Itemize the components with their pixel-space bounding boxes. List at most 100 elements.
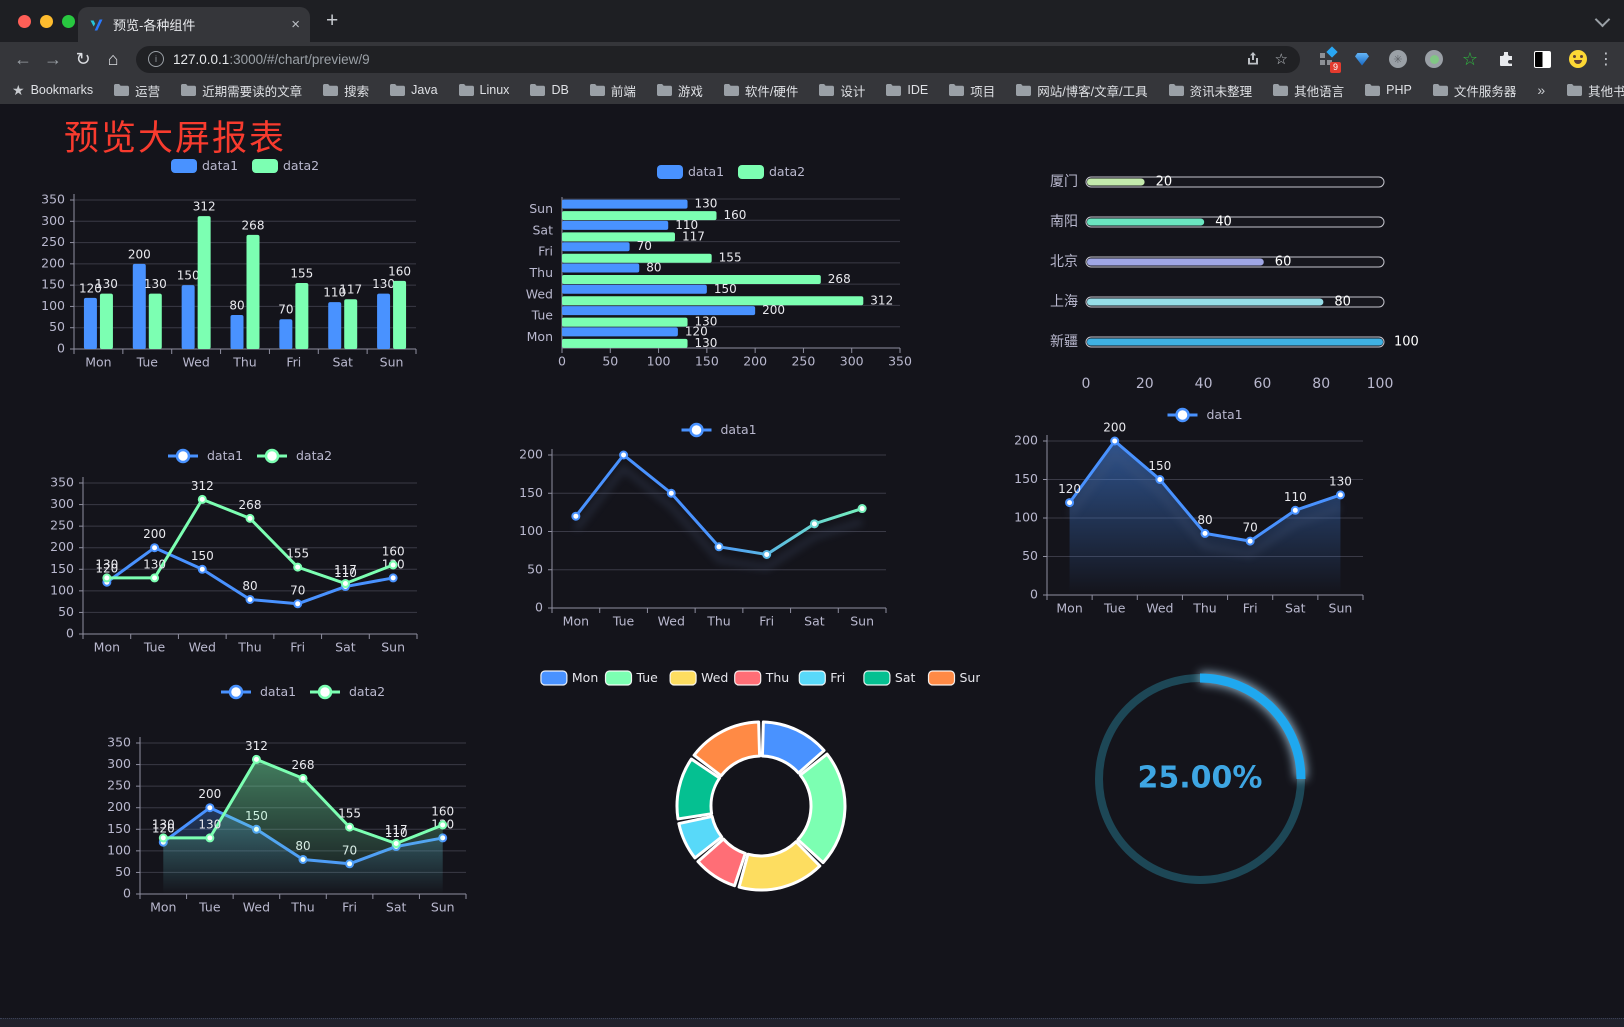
svg-text:70: 70 <box>637 239 652 253</box>
extension-settings-icon[interactable]: ✳ <box>1387 48 1409 70</box>
bookmark-star-icon[interactable]: ☆ <box>1274 51 1288 68</box>
new-tab-button[interactable]: + <box>326 9 339 32</box>
bookmark-folder-item[interactable]: Java <box>390 83 438 97</box>
svg-text:Fri: Fri <box>290 640 305 655</box>
home-button[interactable]: ⌂ <box>107 48 119 69</box>
bookmarks-root[interactable]: ★ Bookmarks <box>12 81 94 98</box>
bookmark-folder-item[interactable]: 软件/硬件 <box>723 81 798 100</box>
svg-text:data2: data2 <box>769 164 805 179</box>
chart-two-series-line[interactable]: data1 data2 0 50 100 150 200 250 300 350 Mon Tue Wed… <box>25 440 445 687</box>
bookmark-folder-item[interactable]: 游戏 <box>656 81 703 100</box>
svg-text:Tue: Tue <box>143 640 166 655</box>
bookmarks-overflow-chevron[interactable]: » <box>1537 82 1546 98</box>
browser-menu-icon[interactable]: ⋮ <box>1598 51 1614 68</box>
svg-text:155: 155 <box>719 251 742 265</box>
bookmark-folder-item[interactable]: 设计 <box>819 81 865 100</box>
svg-text:0: 0 <box>66 626 74 641</box>
svg-text:100: 100 <box>50 582 74 597</box>
bookmark-folder-item[interactable]: Linux <box>458 83 509 97</box>
svg-text:155: 155 <box>286 547 309 561</box>
extension-gem-icon[interactable] <box>1351 48 1373 70</box>
svg-text:350: 350 <box>41 192 65 207</box>
svg-text:Tue: Tue <box>636 670 659 685</box>
bookmarks-star-icon: ★ <box>12 81 25 98</box>
bookmark-folder-item[interactable]: 网站/博客/文章/工具 <box>1016 81 1148 100</box>
address-bar[interactable]: i 127.0.0.1:3000/#/chart/preview/9 ☆ <box>136 45 1300 73</box>
svg-text:60: 60 <box>1253 376 1271 392</box>
svg-text:110: 110 <box>675 218 698 232</box>
extension-emoji-icon[interactable] <box>1567 48 1589 70</box>
svg-text:data1: data1 <box>688 164 724 179</box>
extension-badge: 9 <box>1329 62 1341 73</box>
bookmark-folder-item[interactable]: 近期需要读的文章 <box>181 81 302 100</box>
svg-text:80: 80 <box>229 298 244 312</box>
other-bookmarks-folder[interactable]: 其他书签 <box>1567 81 1624 100</box>
bookmark-folder-item[interactable]: 搜索 <box>323 81 369 100</box>
chart-grouped-bar[interactable]: data1 data2 0 50 100 150 200 250 300 350 Mon Tue Wed… <box>40 150 472 393</box>
svg-text:50: 50 <box>1022 548 1038 563</box>
bookmark-folder-item[interactable]: 其他语言 <box>1273 81 1344 100</box>
chart-area-line[interactable]: data1 0 50 100 150 200 Mon Tue Wed Thu Fri Sat Sun 12… <box>980 401 1410 628</box>
back-button[interactable]: ← <box>14 48 32 69</box>
svg-text:300: 300 <box>107 756 131 771</box>
bookmark-folder-item[interactable]: 运营 <box>114 81 160 100</box>
svg-text:Fri: Fri <box>538 244 553 259</box>
svg-text:Wed: Wed <box>1146 601 1173 616</box>
svg-text:120: 120 <box>95 562 118 576</box>
browser-tab[interactable]: 预览-各种组件 × <box>78 7 310 42</box>
svg-text:Thu: Thu <box>529 265 553 280</box>
svg-text:Fri: Fri <box>286 355 301 370</box>
macos-window-controls[interactable] <box>18 15 75 28</box>
bookmark-folder-item[interactable]: 前端 <box>589 81 636 100</box>
close-window-icon[interactable] <box>18 15 31 28</box>
extension-tampermonkey-icon[interactable]: 9 <box>1315 46 1341 73</box>
reload-button[interactable]: ↻ <box>75 48 91 69</box>
tab-close-icon[interactable]: × <box>291 16 300 33</box>
bookmark-folder-item[interactable]: 项目 <box>949 81 995 100</box>
extension-green-star-icon[interactable]: ☆ <box>1461 48 1479 69</box>
svg-text:130: 130 <box>198 817 221 831</box>
chart-gradient-line[interactable]: data1 0 50 100 150 200 Mon Tue Wed Thu Fri Sat Sun <box>500 416 920 641</box>
svg-text:Wed: Wed <box>243 900 270 915</box>
svg-text:160: 160 <box>431 804 454 818</box>
chart-horizontal-bar[interactable]: data1 data2 0 50 100 150 200 250 300 350 Sun 130 160… <box>500 156 932 381</box>
bookmark-folder-item[interactable]: 文件服务器 <box>1432 81 1516 100</box>
chart-gauge-percent[interactable]: 25.00% <box>1048 660 1360 1000</box>
extension-darkmode-icon[interactable] <box>1531 48 1553 70</box>
extension-recorder-icon[interactable] <box>1423 48 1445 70</box>
bookmark-folder-item[interactable]: IDE <box>886 83 928 97</box>
bookmark-folder-item[interactable]: 资讯未整理 <box>1168 81 1252 100</box>
svg-text:268: 268 <box>292 758 315 772</box>
svg-text:200: 200 <box>128 247 151 261</box>
svg-text:data1: data1 <box>260 684 296 699</box>
bookmark-folder-item[interactable]: DB <box>530 83 569 97</box>
chart-two-series-area-line[interactable]: data1 data2 0 50 100 150 200 250 300 350 Mon Tue Wed… <box>90 676 510 931</box>
svg-text:300: 300 <box>50 496 74 511</box>
svg-text:100: 100 <box>41 298 65 313</box>
forward-button[interactable]: → <box>44 48 62 69</box>
svg-text:Wed: Wed <box>701 670 728 685</box>
svg-text:117: 117 <box>339 283 362 297</box>
page-title: 预览大屏报表 <box>64 119 287 158</box>
svg-text:250: 250 <box>50 518 74 533</box>
tab-overview-chevron-icon[interactable] <box>1594 11 1611 28</box>
svg-text:Thu: Thu <box>232 355 256 370</box>
svg-text:268: 268 <box>828 272 851 286</box>
svg-text:120: 120 <box>1058 482 1081 496</box>
svg-text:80: 80 <box>646 261 661 275</box>
bookmark-folder-item[interactable]: PHP <box>1365 83 1412 97</box>
folder-icon <box>589 84 605 96</box>
chart-city-progress-bars[interactable]: 厦门 20 南阳 40 北京 60 上海 80 新疆 100 0 20 40 60 80 100 <box>988 160 1432 405</box>
svg-text:0: 0 <box>1030 587 1038 602</box>
chart-donut-pie[interactable]: Mon Tue Wed Thu Fri Sat Sun <box>540 666 983 929</box>
url-text[interactable]: 127.0.0.1:3000/#/chart/preview/9 <box>173 51 370 67</box>
site-info-icon[interactable]: i <box>148 51 164 67</box>
svg-text:Sun: Sun <box>960 670 981 685</box>
svg-text:Tue: Tue <box>198 900 221 915</box>
maximize-window-icon[interactable] <box>62 15 75 28</box>
minimize-window-icon[interactable] <box>40 15 53 28</box>
svg-text:155: 155 <box>290 267 313 281</box>
svg-text:350: 350 <box>50 475 74 490</box>
extensions-puzzle-icon[interactable] <box>1495 48 1517 70</box>
share-icon[interactable] <box>1245 51 1261 67</box>
